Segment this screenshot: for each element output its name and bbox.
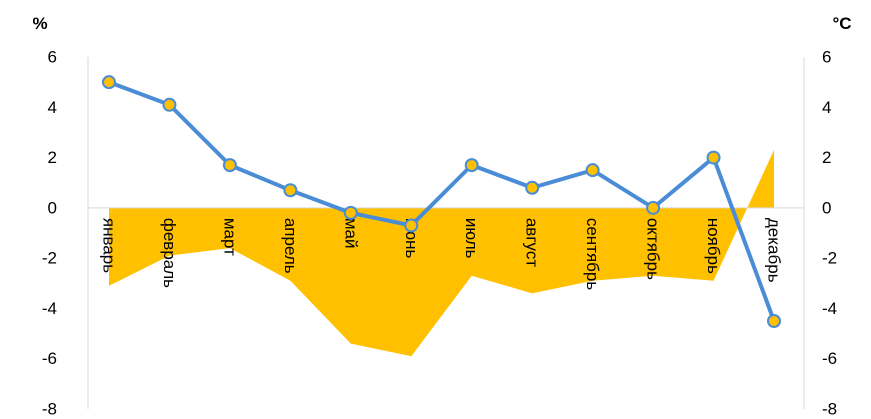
left-tick-label: -2 — [42, 249, 57, 268]
area-series-fill — [109, 150, 774, 357]
category-label: сентябрь — [583, 218, 602, 291]
area-series — [109, 150, 774, 357]
line-point — [464, 158, 479, 173]
line-point — [222, 158, 237, 173]
category-label: апрель — [281, 218, 300, 274]
line-point — [162, 97, 177, 112]
line-point — [525, 180, 540, 195]
right-axis-unit: °C — [832, 14, 851, 33]
axes — [87, 57, 805, 409]
line-series — [102, 75, 781, 328]
category-label: январь — [100, 218, 119, 273]
category-label: октябрь — [644, 218, 663, 280]
line-series-path — [108, 80, 776, 322]
category-label: ноябрь — [704, 218, 723, 274]
line-point — [283, 183, 298, 198]
left-tick-label: -6 — [42, 349, 57, 368]
category-label: февраль — [160, 218, 179, 288]
right-tick-label: 4 — [822, 98, 831, 117]
category-label: декабрь — [765, 218, 784, 283]
left-tick-label: 6 — [48, 48, 57, 67]
right-tick-label: 6 — [822, 48, 831, 67]
category-label: май — [341, 218, 360, 249]
left-tick-label: -8 — [42, 400, 57, 419]
category-label: август — [523, 218, 542, 267]
right-tick-label: 0 — [822, 198, 831, 217]
category-label: март — [220, 218, 239, 256]
line-point — [404, 218, 419, 233]
left-axis-unit: % — [32, 14, 47, 33]
right-tick-label: -4 — [822, 299, 837, 318]
left-tick-label: -4 — [42, 299, 57, 318]
left-tick-label: 2 — [48, 148, 57, 167]
category-label: июль — [462, 218, 481, 259]
right-tick-label: 2 — [822, 148, 831, 167]
line-point — [706, 150, 721, 165]
left-tick-label: 0 — [48, 198, 57, 217]
right-tick-label: -6 — [822, 349, 837, 368]
line-point — [646, 200, 661, 215]
line-point — [102, 75, 116, 90]
line-point — [767, 314, 781, 328]
category-labels: январь февраль март апрель май июнь июль август… — [100, 218, 784, 291]
tick-labels: 6 4 2 0 -2 -4 -6 -8 6 4 2 0 -2 -4 -6 -8 — [42, 48, 837, 419]
line-point — [585, 163, 600, 178]
right-tick-label: -2 — [822, 249, 837, 268]
left-tick-label: 4 — [48, 98, 57, 117]
right-tick-label: -8 — [822, 400, 837, 419]
line-point — [343, 205, 358, 220]
